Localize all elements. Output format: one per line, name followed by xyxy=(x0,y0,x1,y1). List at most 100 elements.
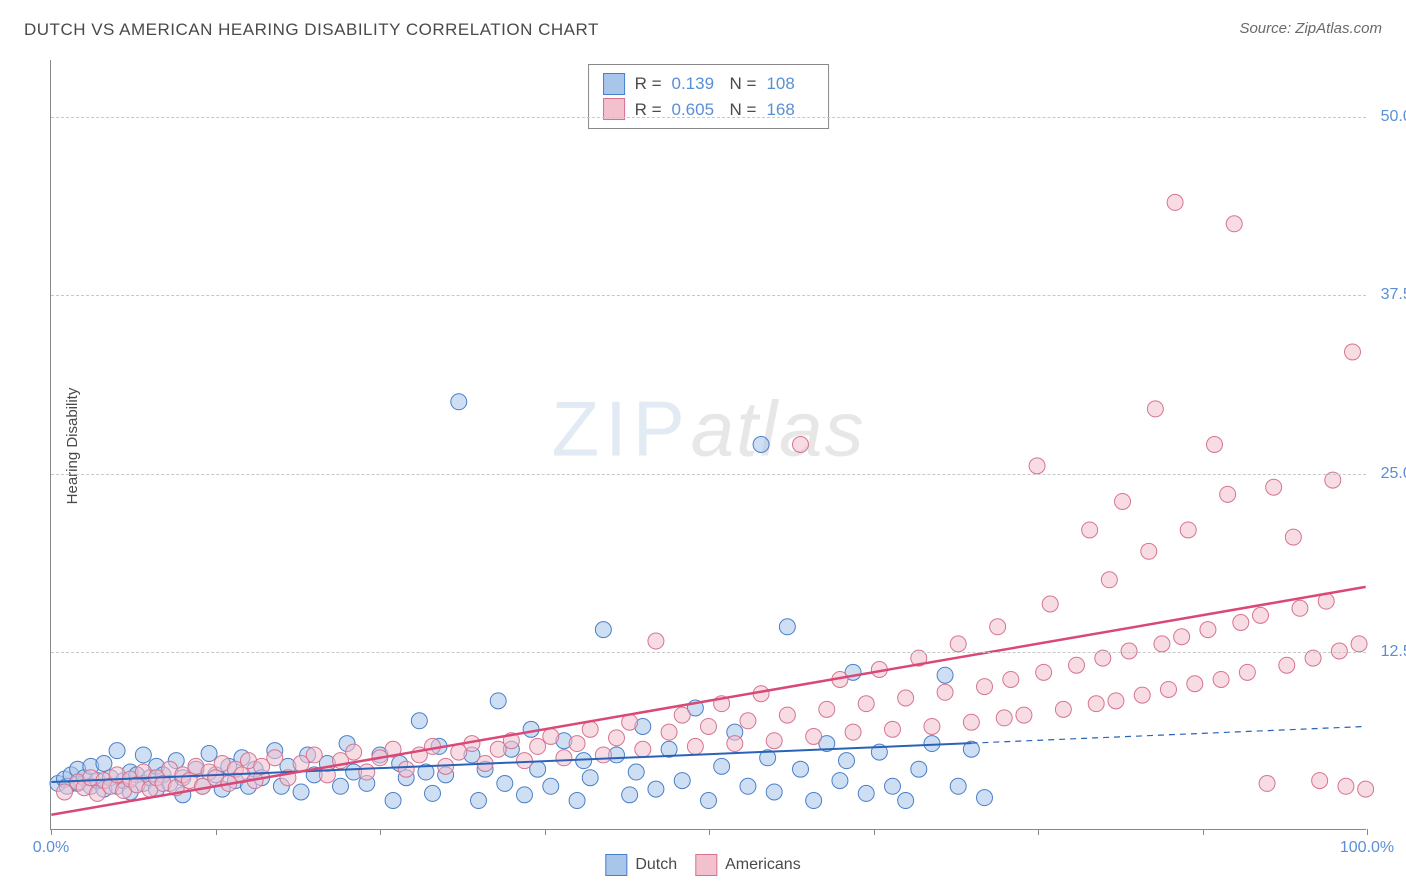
data-point xyxy=(543,728,559,744)
y-tick-label: 25.0% xyxy=(1371,465,1406,483)
y-tick-label: 12.5% xyxy=(1371,643,1406,661)
data-point xyxy=(806,728,822,744)
data-point xyxy=(109,743,125,759)
data-point xyxy=(924,718,940,734)
data-point xyxy=(1082,522,1098,538)
data-point xyxy=(1055,701,1071,717)
data-point xyxy=(582,770,598,786)
data-point xyxy=(937,667,953,683)
stats-label-n: N = xyxy=(730,97,757,123)
data-point xyxy=(530,738,546,754)
stats-value-r: 0.605 xyxy=(672,97,720,123)
data-point xyxy=(1134,687,1150,703)
data-point xyxy=(648,781,664,797)
data-point xyxy=(1285,529,1301,545)
gridline xyxy=(51,117,1366,118)
data-point xyxy=(490,693,506,709)
data-point xyxy=(1115,493,1131,509)
data-point xyxy=(963,714,979,730)
x-tick xyxy=(216,829,217,835)
legend-item: Americans xyxy=(695,854,801,876)
data-point xyxy=(1147,401,1163,417)
data-point xyxy=(1042,596,1058,612)
legend-swatch xyxy=(695,854,717,876)
data-point xyxy=(96,756,112,772)
legend-label: Dutch xyxy=(635,856,677,874)
gridline xyxy=(51,295,1366,296)
data-point xyxy=(1292,600,1308,616)
data-point xyxy=(1358,781,1374,797)
data-point xyxy=(950,636,966,652)
data-point xyxy=(293,784,309,800)
data-point xyxy=(595,747,611,763)
data-point xyxy=(1069,657,1085,673)
data-point xyxy=(885,721,901,737)
data-point xyxy=(306,747,322,763)
data-point xyxy=(1312,773,1328,789)
data-point xyxy=(1220,486,1236,502)
data-point xyxy=(1200,622,1216,638)
scatter-svg xyxy=(51,60,1366,829)
data-point xyxy=(898,793,914,809)
data-point xyxy=(858,696,874,712)
data-point xyxy=(1233,615,1249,631)
data-point xyxy=(648,633,664,649)
data-point xyxy=(385,793,401,809)
data-point xyxy=(977,790,993,806)
data-point xyxy=(832,773,848,789)
data-point xyxy=(1016,707,1032,723)
x-tick xyxy=(1367,829,1368,835)
stats-legend: R =0.139N =108R =0.605N =168 xyxy=(588,64,830,129)
data-point xyxy=(779,619,795,635)
data-point xyxy=(267,750,283,766)
x-tick xyxy=(1203,829,1204,835)
data-point xyxy=(411,713,427,729)
source-attribution: Source: ZipAtlas.com xyxy=(1239,20,1382,37)
data-point xyxy=(609,730,625,746)
data-point xyxy=(1174,629,1190,645)
y-tick-label: 50.0% xyxy=(1371,108,1406,126)
data-point xyxy=(497,775,513,791)
data-point xyxy=(924,736,940,752)
data-point xyxy=(839,753,855,769)
data-point xyxy=(425,785,441,801)
data-point xyxy=(1345,344,1361,360)
data-point xyxy=(1003,671,1019,687)
legend-label: Americans xyxy=(725,856,801,874)
data-point xyxy=(898,690,914,706)
chart-title: DUTCH VS AMERICAN HEARING DISABILITY COR… xyxy=(24,20,599,40)
data-point xyxy=(1226,216,1242,232)
trend-line xyxy=(51,587,1365,815)
data-point xyxy=(753,437,769,453)
data-point xyxy=(779,707,795,723)
data-point xyxy=(819,701,835,717)
data-point xyxy=(201,746,217,762)
data-point xyxy=(517,753,533,769)
data-point xyxy=(451,394,467,410)
data-point xyxy=(517,787,533,803)
data-point xyxy=(1338,778,1354,794)
data-point xyxy=(701,793,717,809)
x-tick xyxy=(51,829,52,835)
data-point xyxy=(1088,696,1104,712)
data-point xyxy=(543,778,559,794)
data-point xyxy=(1108,693,1124,709)
data-point xyxy=(766,733,782,749)
data-point xyxy=(977,679,993,695)
x-tick xyxy=(709,829,710,835)
data-point xyxy=(661,724,677,740)
data-point xyxy=(398,761,414,777)
stats-label-r: R = xyxy=(635,71,662,97)
stats-label-n: N = xyxy=(730,71,757,97)
data-point xyxy=(333,778,349,794)
data-point xyxy=(346,744,362,760)
stats-value-r: 0.139 xyxy=(672,71,720,97)
trend-line-dashed xyxy=(971,726,1365,743)
data-point xyxy=(674,773,690,789)
data-point xyxy=(766,784,782,800)
gridline xyxy=(51,474,1366,475)
data-point xyxy=(885,778,901,794)
data-point xyxy=(1239,664,1255,680)
data-point xyxy=(57,784,73,800)
data-point xyxy=(1253,607,1269,623)
